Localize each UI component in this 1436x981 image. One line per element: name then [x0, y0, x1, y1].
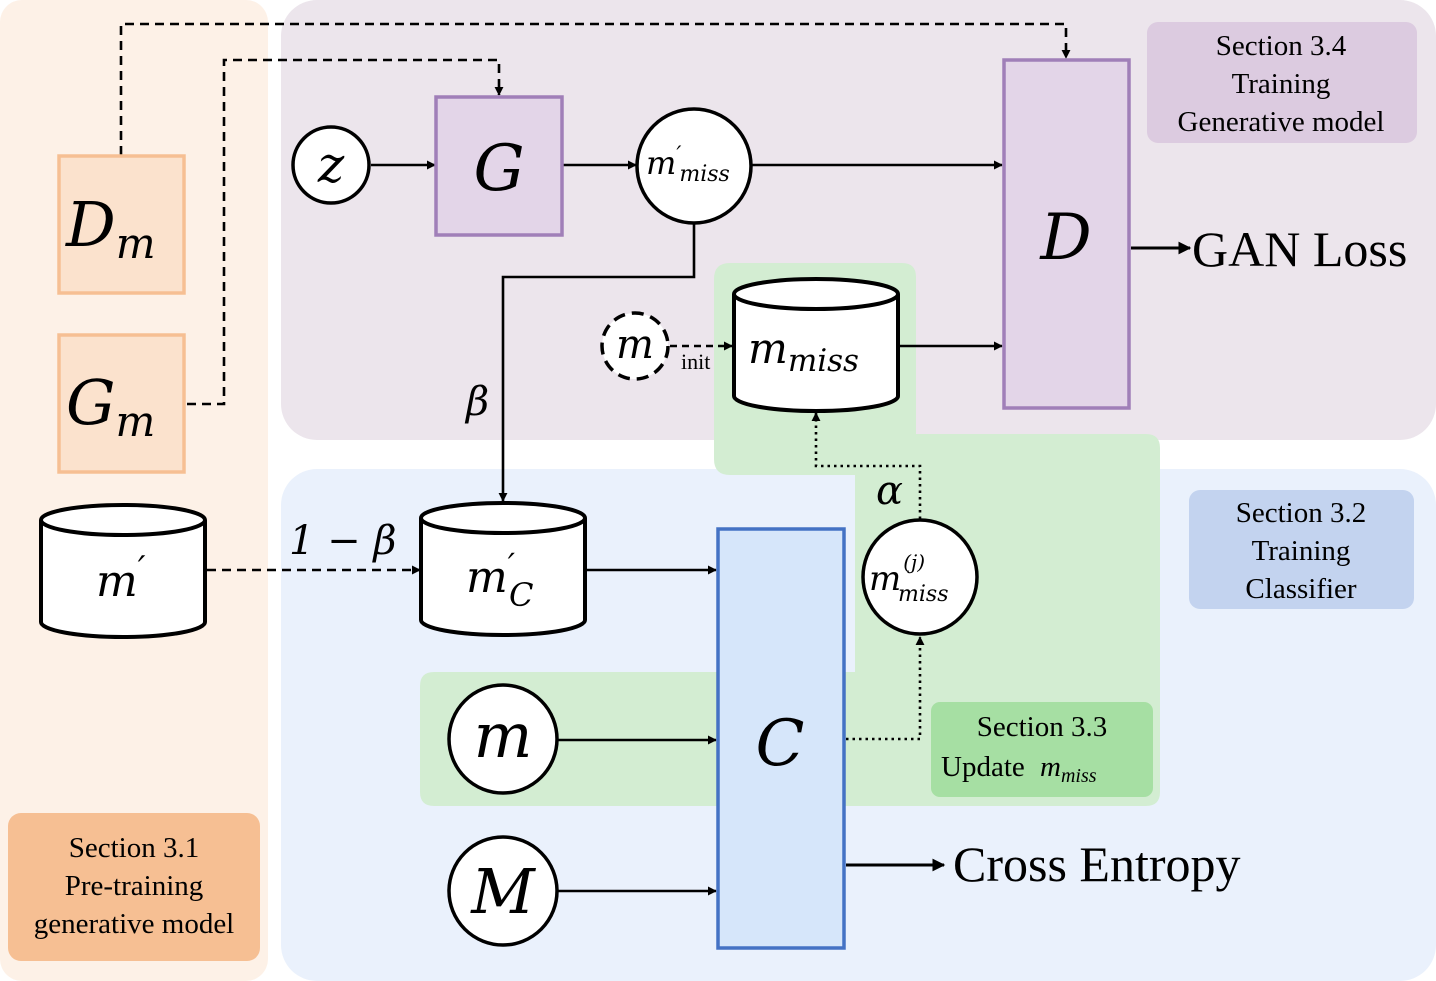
gm-box: Gm	[57, 333, 186, 474]
mprime-db-sup: ′	[138, 549, 146, 589]
update-region	[420, 263, 1160, 806]
svg-text:m′: m′	[96, 549, 146, 607]
section-3-2-line1: Section 3.2	[1236, 497, 1367, 529]
mprime-miss-sup: ′	[676, 143, 681, 168]
mmiss-db-main: m	[748, 324, 788, 373]
dm-main: D	[65, 188, 116, 261]
g-box: G	[434, 95, 564, 237]
section-3-1-label: Section 3.1 Pre-training generative mode…	[8, 813, 260, 961]
gan-loss-output: GAN Loss	[1192, 221, 1407, 277]
one-minus-beta-label: 1 − β	[289, 518, 397, 564]
cross-entropy-output: Cross Entropy	[953, 836, 1241, 892]
bigm-input-node: M	[447, 835, 559, 947]
mprime-db-main: m	[96, 556, 138, 607]
alpha-label: α	[876, 468, 903, 514]
c-label: C	[756, 707, 805, 781]
svg-text:Dm: Dm	[65, 188, 156, 268]
mmiss-database: mmiss	[732, 277, 900, 413]
section-3-3-sub: miss	[1061, 765, 1097, 787]
m-input-label: m	[474, 699, 533, 772]
mprime-c-main: m	[466, 552, 508, 603]
section-3-2-label: Section 3.2 Training Classifier	[1189, 490, 1414, 609]
gm-main: G	[66, 366, 116, 439]
section-3-3-line2: Update	[941, 751, 1025, 783]
mprime-c-sub: C	[509, 576, 533, 614]
svg-text:m(j)miss: m (j) miss	[869, 550, 948, 607]
svg-text:m′C: m′ C	[466, 546, 533, 614]
dm-sub: m	[116, 219, 156, 268]
g-label: G	[473, 132, 524, 206]
init-label: init	[681, 349, 710, 374]
section-3-3-label: Section 3.3 Update mmiss	[931, 702, 1153, 797]
mmiss-j-node: m (j) miss	[861, 518, 979, 636]
section-3-1-line3: generative model	[34, 908, 235, 940]
edge-gm-to-g	[187, 58, 504, 406]
m-init-node: m	[600, 311, 670, 381]
edge-dm-to-d	[119, 22, 1071, 155]
bigm-input-label: M	[470, 855, 536, 928]
mprime-miss-main: m	[646, 144, 676, 182]
m-init-label: m	[616, 322, 654, 368]
gm-sub: m	[116, 397, 156, 446]
section-3-4-label: Section 3.4 Training Generative model	[1147, 22, 1417, 143]
d-label: D	[1039, 201, 1091, 275]
svg-text:mmiss: mmiss	[748, 324, 859, 379]
mprime-miss-sub: miss	[679, 162, 729, 187]
edge-c-to-mmiss-j	[846, 636, 925, 741]
z-label: z	[317, 136, 345, 194]
mmiss-j-sub: miss	[898, 582, 948, 607]
mmiss-j-main: m	[869, 559, 901, 599]
mprime-miss-node: m′ miss	[635, 107, 753, 225]
section-3-2-line3: Classifier	[1245, 573, 1356, 605]
mmiss-j-sup: (j)	[903, 550, 925, 574]
section-3-1-line1: Section 3.1	[69, 832, 200, 864]
mprime-c-sup: ′	[508, 546, 516, 584]
section-3-3-line1: Section 3.3	[977, 711, 1108, 743]
section-3-2-line2: Training	[1252, 535, 1351, 567]
dm-box: Dm	[57, 154, 186, 295]
section-3-3-var: m	[1040, 751, 1061, 783]
svg-text:Gm: Gm	[66, 366, 155, 446]
z-node: z	[291, 125, 371, 205]
mmiss-db-sub: miss	[788, 343, 859, 379]
svg-text:m′miss: m′ miss	[646, 143, 730, 187]
edge-mprime-miss-to-mprime-c	[498, 224, 696, 502]
c-box: C	[716, 527, 846, 950]
beta-label: β	[464, 379, 489, 425]
section-3-4-line3: Generative model	[1178, 106, 1385, 138]
m-input-node: m	[447, 683, 559, 795]
section-3-1-line2: Pre-training	[65, 870, 204, 902]
mprime-c-database: m′ C	[419, 501, 587, 637]
mprime-database: m′	[39, 503, 207, 639]
svg-text:Update mmiss: Update mmiss	[941, 751, 1097, 787]
section-3-4-line2: Training	[1232, 68, 1331, 100]
d-box: D	[1002, 58, 1131, 410]
edge-mmiss-j-to-mmiss	[811, 412, 922, 519]
section-3-4-line1: Section 3.4	[1216, 30, 1347, 62]
